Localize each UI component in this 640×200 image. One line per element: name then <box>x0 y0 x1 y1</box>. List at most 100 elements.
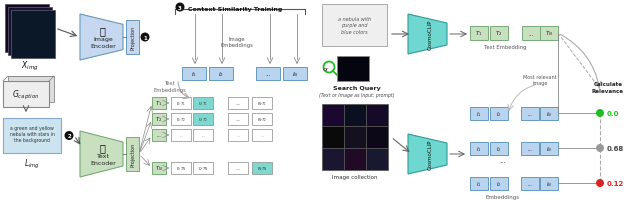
Text: ...: ... <box>527 146 532 151</box>
Bar <box>322 148 344 170</box>
Bar <box>8 77 54 102</box>
Text: $T_2$: $T_2$ <box>156 115 163 124</box>
Text: ...: ... <box>157 133 161 138</box>
Bar <box>252 98 272 109</box>
Text: ...: ... <box>527 111 532 116</box>
Bar <box>152 162 166 174</box>
Circle shape <box>596 109 604 117</box>
Bar <box>209 68 233 81</box>
Bar <box>283 68 307 81</box>
Bar <box>470 27 488 41</box>
Text: Projection: Projection <box>130 26 135 50</box>
Text: $I_2{\cdot}T_1$: $I_2{\cdot}T_1$ <box>198 100 208 107</box>
Bar <box>152 98 166 109</box>
Bar <box>5 5 49 53</box>
Text: $I_2$: $I_2$ <box>218 70 224 79</box>
Circle shape <box>175 3 184 12</box>
Bar <box>152 129 166 141</box>
Bar <box>344 104 366 126</box>
Text: $I_N$: $I_N$ <box>546 110 552 118</box>
Text: 0.68: 0.68 <box>607 145 624 151</box>
Text: CosmoCLIP: CosmoCLIP <box>428 139 433 169</box>
Bar <box>11 11 55 59</box>
Polygon shape <box>408 134 447 174</box>
Text: $G_{caption}$: $G_{caption}$ <box>12 88 40 101</box>
Bar <box>470 177 488 190</box>
Bar <box>366 104 388 126</box>
Text: $I_N{\cdot}T_N$: $I_N{\cdot}T_N$ <box>257 164 268 172</box>
Bar <box>3 118 61 153</box>
Text: $T_N$: $T_N$ <box>155 164 163 173</box>
Text: Image
Encoder: Image Encoder <box>90 37 116 48</box>
Text: $I_N{\cdot}T_1$: $I_N{\cdot}T_1$ <box>257 100 267 107</box>
Text: Image collection: Image collection <box>332 174 378 179</box>
Text: Search Query: Search Query <box>333 86 381 91</box>
Bar <box>521 177 539 190</box>
Bar <box>126 137 139 171</box>
Bar <box>540 107 558 120</box>
Circle shape <box>141 33 150 42</box>
Bar <box>171 98 191 109</box>
Text: $L_{img}$: $L_{img}$ <box>24 157 40 170</box>
Bar <box>193 129 213 141</box>
Text: 1: 1 <box>143 35 147 40</box>
Bar <box>193 98 213 109</box>
Text: ...: ... <box>265 72 271 77</box>
Text: $I_1$: $I_1$ <box>476 110 482 118</box>
Bar <box>540 177 558 190</box>
Text: $I_N$: $I_N$ <box>546 179 552 188</box>
Bar <box>193 113 213 125</box>
Bar <box>228 129 248 141</box>
Bar <box>322 126 344 148</box>
Text: 0.0: 0.0 <box>607 110 620 116</box>
Bar <box>540 142 558 155</box>
Bar <box>252 162 272 174</box>
Bar <box>490 142 508 155</box>
Text: ...: ... <box>201 133 205 137</box>
Bar <box>228 98 248 109</box>
Text: a nebula with
purple and
blue colors: a nebula with purple and blue colors <box>338 17 371 35</box>
Bar <box>252 129 272 141</box>
Bar <box>182 68 206 81</box>
Text: 0.12: 0.12 <box>607 180 624 186</box>
Bar <box>521 107 539 120</box>
Text: Text Embedding: Text Embedding <box>484 45 526 50</box>
Bar <box>490 177 508 190</box>
Text: $I_N$: $I_N$ <box>292 70 298 79</box>
Bar <box>193 162 213 174</box>
Text: ...: ... <box>529 31 534 36</box>
Text: Text
Embeddings: Text Embeddings <box>154 81 186 92</box>
Polygon shape <box>80 131 123 177</box>
Bar <box>152 113 166 125</box>
Text: 2: 2 <box>67 133 71 138</box>
Bar <box>366 148 388 170</box>
Bar <box>3 82 49 107</box>
Text: $I_2$: $I_2$ <box>496 144 502 153</box>
Bar <box>228 162 248 174</box>
Text: —: — <box>236 166 240 170</box>
Text: Embeddings: Embeddings <box>486 194 520 199</box>
Text: ...: ... <box>260 133 264 137</box>
Text: 🔥: 🔥 <box>99 26 105 36</box>
Text: $I_1{\cdot}T_N$: $I_1{\cdot}T_N$ <box>176 164 186 172</box>
Text: 3: 3 <box>178 5 182 10</box>
Text: Most relevant
image: Most relevant image <box>523 75 557 86</box>
Text: $I_2$: $I_2$ <box>496 179 502 188</box>
Text: $I_2$: $I_2$ <box>496 110 502 118</box>
Text: a green and yellow
nebula with stars in
the background: a green and yellow nebula with stars in … <box>10 125 54 142</box>
Text: $I_N$: $I_N$ <box>546 144 552 153</box>
Text: $T_1$: $T_1$ <box>156 99 163 108</box>
Bar <box>490 27 508 41</box>
Bar <box>470 142 488 155</box>
Text: Text
Encoder: Text Encoder <box>90 154 116 165</box>
Polygon shape <box>80 15 123 61</box>
Bar <box>256 68 280 81</box>
Text: $I_1{\cdot}T_1$: $I_1{\cdot}T_1$ <box>176 100 186 107</box>
Text: $I_2{\cdot}T_2$: $I_2{\cdot}T_2$ <box>198 116 208 123</box>
Bar <box>322 5 387 47</box>
Bar <box>126 21 139 55</box>
Text: $I_1$: $I_1$ <box>191 70 197 79</box>
Text: Image
Embeddings: Image Embeddings <box>221 37 253 48</box>
Bar <box>171 113 191 125</box>
Bar <box>344 148 366 170</box>
